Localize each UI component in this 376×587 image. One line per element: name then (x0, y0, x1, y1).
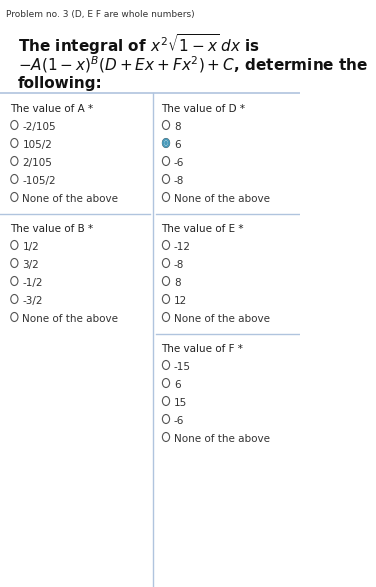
Text: $-A(1-x)^B(D + Ex + Fx^2) + C$, determine the: $-A(1-x)^B(D + Ex + Fx^2) + C$, determin… (18, 54, 368, 75)
Text: None of the above: None of the above (22, 194, 118, 204)
Text: 6: 6 (174, 140, 180, 150)
Text: 6: 6 (174, 380, 180, 390)
Text: 12: 12 (174, 296, 187, 306)
Text: -15: -15 (174, 362, 191, 372)
Text: 8: 8 (174, 278, 180, 288)
Text: None of the above: None of the above (174, 314, 270, 324)
Text: None of the above: None of the above (174, 194, 270, 204)
Text: -3/2: -3/2 (22, 296, 43, 306)
Text: The value of F *: The value of F * (161, 344, 243, 354)
Text: None of the above: None of the above (174, 434, 270, 444)
Text: The value of D *: The value of D * (161, 104, 245, 114)
Text: 3/2: 3/2 (22, 260, 39, 270)
Text: 8: 8 (174, 122, 180, 132)
Text: -12: -12 (174, 242, 191, 252)
Text: -2/105: -2/105 (22, 122, 56, 132)
Text: -105/2: -105/2 (22, 176, 56, 186)
Text: The value of B *: The value of B * (9, 224, 93, 234)
Text: -6: -6 (174, 158, 184, 168)
Text: None of the above: None of the above (22, 314, 118, 324)
Text: The integral of $x^2\sqrt{1-x}\,dx$ is: The integral of $x^2\sqrt{1-x}\,dx$ is (18, 32, 259, 57)
Text: Problem no. 3 (D, E F are whole numbers): Problem no. 3 (D, E F are whole numbers) (6, 10, 195, 19)
Text: following:: following: (18, 76, 102, 91)
Text: The value of A *: The value of A * (9, 104, 93, 114)
Text: -8: -8 (174, 176, 184, 186)
Text: -6: -6 (174, 416, 184, 426)
Circle shape (164, 141, 168, 146)
Text: 15: 15 (174, 398, 187, 408)
Text: 2/105: 2/105 (22, 158, 52, 168)
Text: -8: -8 (174, 260, 184, 270)
Text: -1/2: -1/2 (22, 278, 43, 288)
Text: 105/2: 105/2 (22, 140, 52, 150)
Text: The value of E *: The value of E * (161, 224, 244, 234)
Text: 1/2: 1/2 (22, 242, 39, 252)
